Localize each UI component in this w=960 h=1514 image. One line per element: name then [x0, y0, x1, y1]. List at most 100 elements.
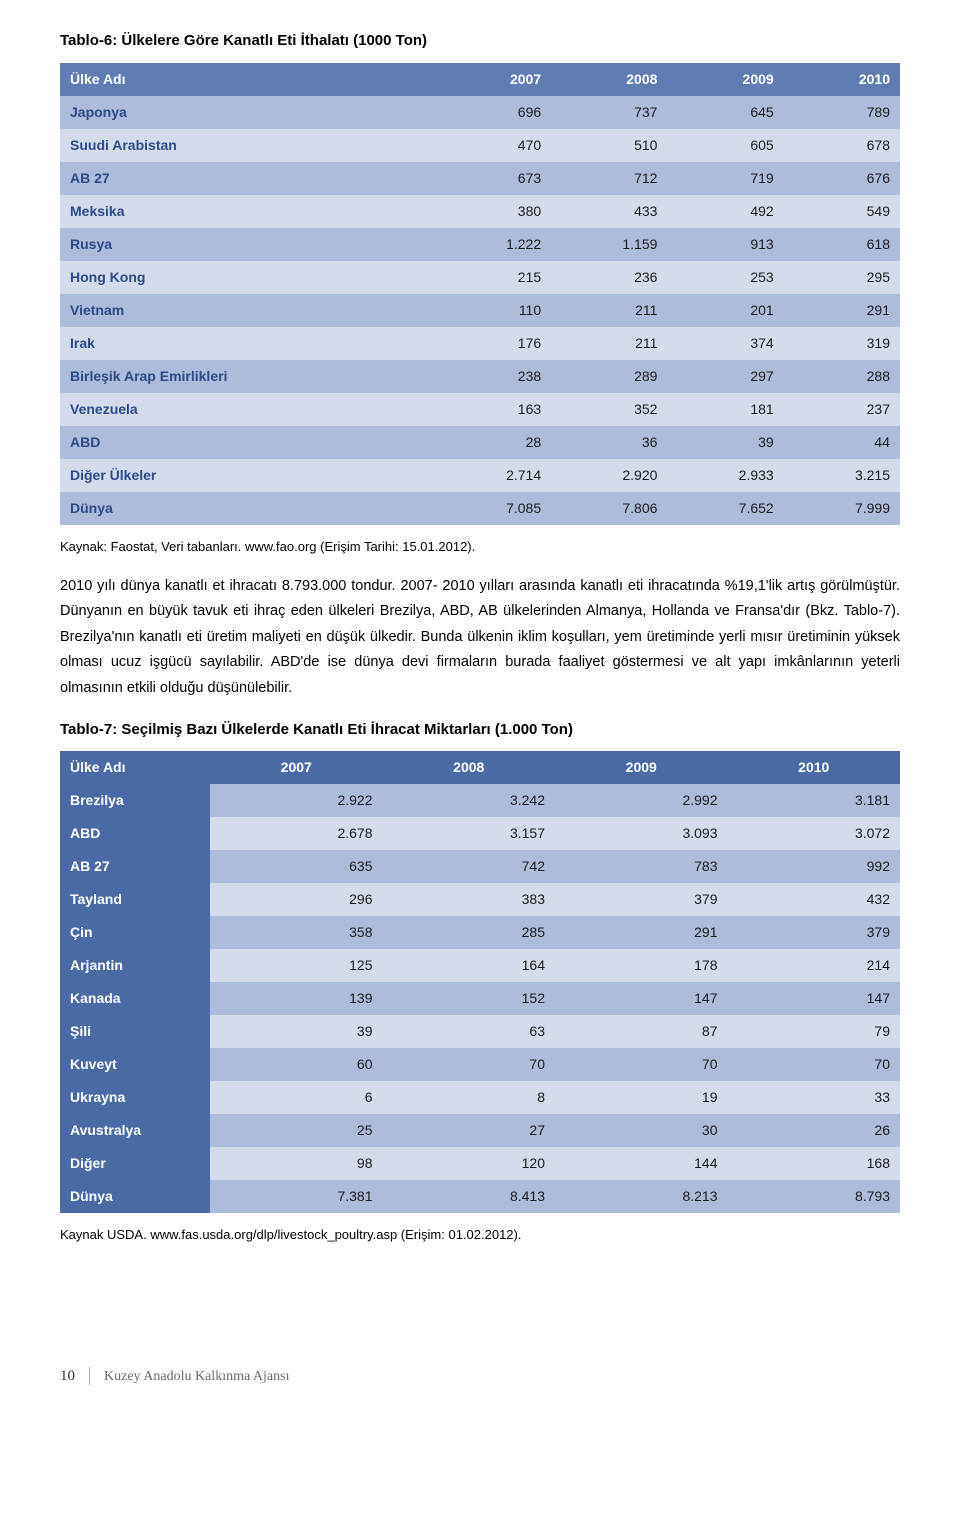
row-value: 28 — [435, 426, 551, 459]
table-row: Tayland296383379432 — [60, 883, 900, 916]
row-value: 783 — [555, 850, 728, 883]
table-row: Kanada139152147147 — [60, 982, 900, 1015]
table-row: Diğer98120144168 — [60, 1147, 900, 1180]
row-value: 2.920 — [551, 459, 667, 492]
row-value: 26 — [728, 1114, 901, 1147]
row-label: Tayland — [60, 883, 210, 916]
row-value: 110 — [435, 294, 551, 327]
row-value: 139 — [210, 982, 383, 1015]
row-value: 33 — [728, 1081, 901, 1114]
table7-col-1: 2007 — [210, 751, 383, 784]
table-row: Kuveyt60707070 — [60, 1048, 900, 1081]
row-label: Vietnam — [60, 294, 435, 327]
row-value: 44 — [784, 426, 900, 459]
row-value: 253 — [667, 261, 783, 294]
row-value: 236 — [551, 261, 667, 294]
table-row: Diğer Ülkeler2.7142.9202.9333.215 — [60, 459, 900, 492]
row-value: 87 — [555, 1015, 728, 1048]
row-value: 992 — [728, 850, 901, 883]
row-label: Diğer Ülkeler — [60, 459, 435, 492]
table7: Ülke Adı 2007 2008 2009 2010 Brezilya2.9… — [60, 751, 900, 1213]
row-value: 2.922 — [210, 784, 383, 817]
row-value: 238 — [435, 360, 551, 393]
row-value: 618 — [784, 228, 900, 261]
row-value: 3.072 — [728, 817, 901, 850]
row-value: 152 — [383, 982, 556, 1015]
row-value: 510 — [551, 129, 667, 162]
row-value: 635 — [210, 850, 383, 883]
row-value: 176 — [435, 327, 551, 360]
row-value: 737 — [551, 96, 667, 129]
table-row: Birleşik Arap Emirlikleri238289297288 — [60, 360, 900, 393]
row-value: 7.652 — [667, 492, 783, 525]
row-label: Japonya — [60, 96, 435, 129]
table-row: Avustralya25273026 — [60, 1114, 900, 1147]
row-value: 3.093 — [555, 817, 728, 850]
row-label: Şili — [60, 1015, 210, 1048]
row-value: 27 — [383, 1114, 556, 1147]
row-value: 25 — [210, 1114, 383, 1147]
row-value: 678 — [784, 129, 900, 162]
row-value: 181 — [667, 393, 783, 426]
row-value: 696 — [435, 96, 551, 129]
row-value: 147 — [555, 982, 728, 1015]
row-value: 358 — [210, 916, 383, 949]
table-row: Japonya696737645789 — [60, 96, 900, 129]
footer-org: Kuzey Anadolu Kalkınma Ajansı — [104, 1366, 289, 1387]
row-value: 913 — [667, 228, 783, 261]
table6-col-3: 2009 — [667, 63, 783, 96]
row-value: 211 — [551, 327, 667, 360]
row-value: 379 — [728, 916, 901, 949]
row-value: 380 — [435, 195, 551, 228]
row-value: 60 — [210, 1048, 383, 1081]
row-label: Brezilya — [60, 784, 210, 817]
row-value: 297 — [667, 360, 783, 393]
row-value: 645 — [667, 96, 783, 129]
row-value: 291 — [784, 294, 900, 327]
row-value: 7.806 — [551, 492, 667, 525]
row-value: 7.999 — [784, 492, 900, 525]
row-value: 3.242 — [383, 784, 556, 817]
row-value: 70 — [555, 1048, 728, 1081]
row-value: 291 — [555, 916, 728, 949]
table-row: Irak176211374319 — [60, 327, 900, 360]
table6-col-0: Ülke Adı — [60, 63, 435, 96]
row-label: Arjantin — [60, 949, 210, 982]
table-row: Dünya7.3818.4138.2138.793 — [60, 1180, 900, 1213]
row-value: 3.215 — [784, 459, 900, 492]
page-footer: 10 Kuzey Anadolu Kalkınma Ajansı — [60, 1365, 900, 1388]
row-label: Ukrayna — [60, 1081, 210, 1114]
table-row: Meksika380433492549 — [60, 195, 900, 228]
row-value: 2.678 — [210, 817, 383, 850]
row-value: 2.992 — [555, 784, 728, 817]
row-value: 39 — [667, 426, 783, 459]
row-value: 470 — [435, 129, 551, 162]
row-value: 3.157 — [383, 817, 556, 850]
table-row: Rusya1.2221.159913618 — [60, 228, 900, 261]
row-value: 8.413 — [383, 1180, 556, 1213]
table-row: Venezuela163352181237 — [60, 393, 900, 426]
table7-source: Kaynak USDA. www.fas.usda.org/dlp/livest… — [60, 1225, 900, 1245]
table7-caption: Tablo-7: Seçilmiş Bazı Ülkelerde Kanatlı… — [60, 719, 900, 742]
row-value: 8.793 — [728, 1180, 901, 1213]
table6-col-2: 2008 — [551, 63, 667, 96]
table-row: Suudi Arabistan470510605678 — [60, 129, 900, 162]
row-label: Birleşik Arap Emirlikleri — [60, 360, 435, 393]
row-value: 8 — [383, 1081, 556, 1114]
row-value: 211 — [551, 294, 667, 327]
row-value: 295 — [784, 261, 900, 294]
table-row: Şili39638779 — [60, 1015, 900, 1048]
row-value: 2.714 — [435, 459, 551, 492]
table7-header-row: Ülke Adı 2007 2008 2009 2010 — [60, 751, 900, 784]
row-label: Rusya — [60, 228, 435, 261]
row-label: Hong Kong — [60, 261, 435, 294]
table-row: Çin358285291379 — [60, 916, 900, 949]
table-row: Vietnam110211201291 — [60, 294, 900, 327]
row-value: 164 — [383, 949, 556, 982]
row-value: 676 — [784, 162, 900, 195]
row-value: 1.222 — [435, 228, 551, 261]
row-label: ABD — [60, 817, 210, 850]
row-label: AB 27 — [60, 850, 210, 883]
page-number: 10 — [60, 1365, 75, 1388]
row-value: 6 — [210, 1081, 383, 1114]
